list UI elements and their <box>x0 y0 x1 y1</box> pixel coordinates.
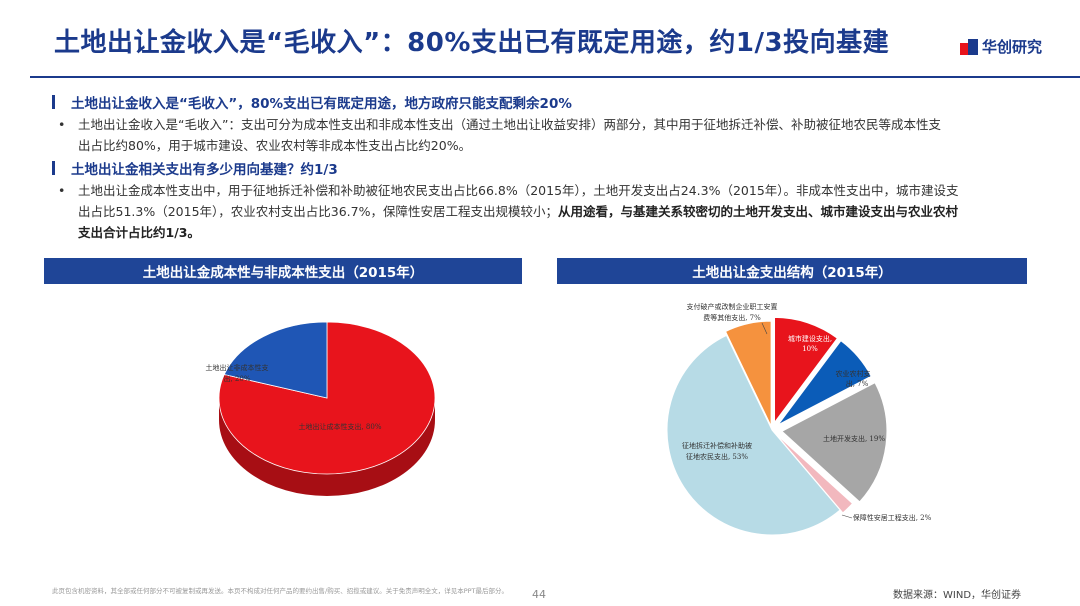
bullet-2-line-2-plain: 出占比51.3%（2015年），农业农村支出占比36.7%，保障性安居工程支出规… <box>78 204 558 219</box>
page-number: 44 <box>532 588 546 601</box>
c2-slice-征地拆迁补偿和补助被征地农民支出-53- <box>666 334 841 536</box>
section-heading-2: 土地出让金相关支出有多少用向基建？约1/3 <box>52 158 338 178</box>
c1-label-non-cost-line2: 出, 20% <box>223 374 250 383</box>
chart-1-pie: 土地出让非成本性支 出, 20% 土地出让成本性支出, 80% <box>206 321 436 496</box>
chart-1-title: 土地出让金成本性与非成本性支出（2015年） <box>44 258 522 284</box>
c2-label-agri-line1: 农业农村支 <box>836 369 871 378</box>
bullet-2-line-3: 支出合计占比约1/3。 <box>78 222 1048 243</box>
section-heading-1: 土地出让金收入是“毛收入”，80%支出已有既定用途，地方政府只能支配剩余20% <box>52 92 572 112</box>
c2-label-city-line1: 城市建设支出, <box>788 334 832 343</box>
bullet-1: • 土地出让金收入是“毛收入”：支出可分为成本性支出和非成本性支出（通过土地出让… <box>58 114 1048 156</box>
c2-label-agri-line2: 出, 7% <box>846 379 869 388</box>
logo-mark-icon <box>960 38 978 55</box>
bullet-2-bold-2: 支出合计占比约1/3。 <box>78 225 200 240</box>
logo-text: 华创研究 <box>982 38 1043 56</box>
bullet-dot-icon: • <box>58 117 66 132</box>
c1-slice-土地出让金非成本性支出-20- <box>223 321 328 399</box>
page-title: 土地出让金收入是“毛收入”：80%支出已有既定用途，约1/3投向基建 <box>54 28 890 58</box>
c1-label-cost: 土地出让成本性支出, 80% <box>298 422 381 431</box>
bullet-1-line-2: 出占比约80%，用于城市建设、农业农村等非成本性支出占比约20%。 <box>78 138 472 153</box>
c2-slice-支付破产或改制企业职工安置费等其他支出-7- <box>724 320 772 427</box>
heading-bar-icon <box>52 95 55 109</box>
footer-disclaimer: 此页包含机密资料，其全部或任何部分不可被复制或再发送。本页不构成对任何产品的要约… <box>52 587 508 595</box>
c2-label-other-line2: 费等其他支出, 7% <box>703 313 761 322</box>
bullet-2: • 土地出让金成本性支出中，用于征地拆迁补偿和补助被征地农民支出占比66.8%（… <box>58 180 1048 243</box>
brand-logo: 华创研究 <box>960 36 1042 57</box>
c2-label-city-line2: 10% <box>802 345 818 353</box>
chart-2-pie: 支付破产或改制企业职工安置 费等其他支出, 7% 城市建设支出, 10% 农业农… <box>666 302 932 536</box>
bullet-2-line-2: 出占比51.3%（2015年），农业农村支出占比36.7%，保障性安居工程支出规… <box>78 201 1048 222</box>
data-source: 数据来源：WIND，华创证券 <box>893 590 1022 601</box>
section-heading-2-text: 土地出让金相关支出有多少用向基建？约1/3 <box>71 162 338 178</box>
c2-label-comp-line1: 征地拆迁补偿和补助被 <box>682 441 752 450</box>
c2-label-land: 土地开发支出, 19% <box>823 434 885 443</box>
bullet-2-line-1: 土地出让金成本性支出中，用于征地拆迁补偿和补助被征地农民支出占比66.8%（20… <box>78 183 959 198</box>
heading-bar-icon <box>52 161 55 175</box>
c2-slice-保障性安居工程支出-2- <box>774 432 854 514</box>
chart-2-title: 土地出让金支出结构（2015年） <box>557 258 1027 284</box>
c2-slice-土地开发支出-19- <box>781 382 888 503</box>
section-heading-1-text: 土地出让金收入是“毛收入”，80%支出已有既定用途，地方政府只能支配剩余20% <box>71 96 572 112</box>
c2-slice-城市建设支出-10- <box>774 316 839 424</box>
c2-slice-农业农村支出-7- <box>777 339 872 426</box>
bullet-dot-icon: • <box>58 183 66 198</box>
c1-slice-土地出让金成本性支出-80- <box>218 321 436 475</box>
c1-label-non-cost-line1: 土地出让非成本性支 <box>206 363 269 372</box>
c2-leader-other <box>761 322 768 335</box>
c2-label-comp-line2: 征地农民支出, 53% <box>686 452 748 461</box>
bullet-1-line-1: 土地出让金收入是“毛收入”：支出可分为成本性支出和非成本性支出（通过土地出让收益… <box>78 117 941 132</box>
c2-label-other-line1: 支付破产或改制企业职工安置 <box>687 302 778 311</box>
c1-side-土地出让金成本性支出-80- <box>219 398 435 496</box>
title-divider <box>30 76 1080 78</box>
bullet-2-bold-1: 从用途看，与基建关系较密切的土地开发支出、城市建设支出与农业农村 <box>557 204 958 219</box>
c2-label-house: 保障性安居工程支出, 2% <box>853 513 932 522</box>
c2-leader-house <box>841 514 853 519</box>
